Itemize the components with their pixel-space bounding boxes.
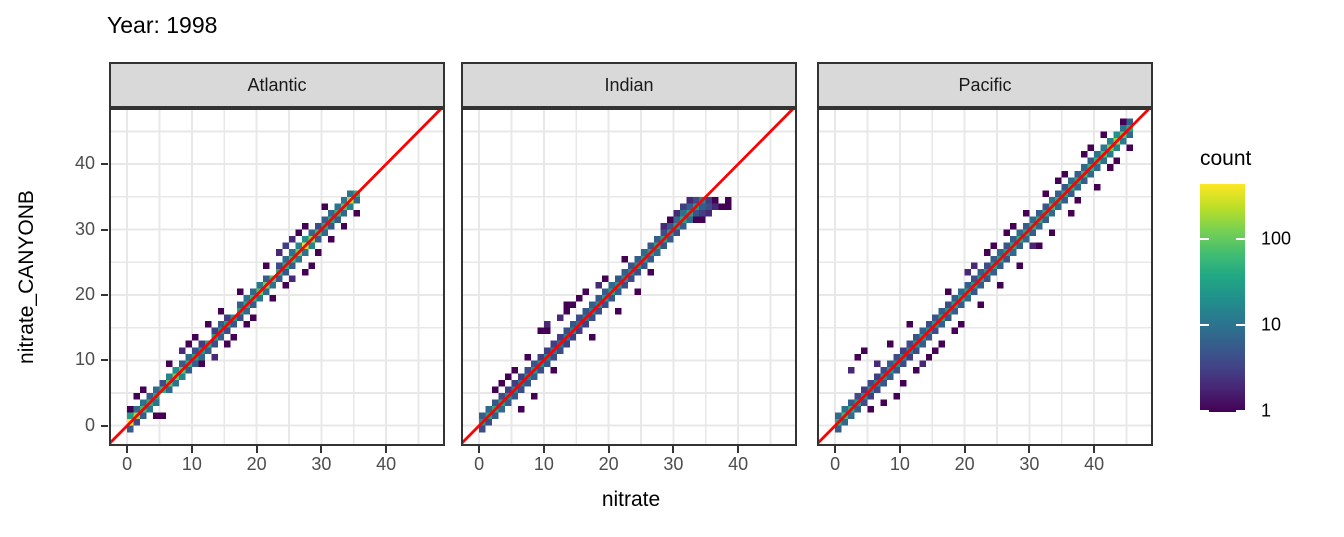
x-axis-tick-label: 30: [1019, 454, 1040, 474]
legend-tick-mark: [1236, 237, 1245, 240]
x-axis-title: nitrate: [601, 488, 661, 511]
y-tick-mark: [101, 359, 108, 362]
facet-strip-label: Indian: [604, 74, 654, 95]
x-axis-tick-label: 40: [1084, 454, 1105, 474]
legend-tick-mark: [1236, 410, 1245, 412]
x-tick-mark: [607, 446, 610, 453]
x-tick-mark: [1028, 446, 1031, 453]
x-tick-mark: [385, 446, 388, 453]
y-axis-title: nitrate_CANYONB: [15, 190, 38, 364]
x-axis-tick-label: 20: [954, 454, 975, 474]
facet-strip-atlantic: Atlantic: [109, 62, 445, 108]
x-tick-mark: [190, 446, 193, 453]
y-axis-tick-label: 40: [74, 153, 95, 174]
x-tick-mark: [542, 446, 545, 453]
x-tick-mark: [320, 446, 323, 453]
y-tick-mark: [101, 424, 108, 427]
y-axis-tick-label: 0: [84, 414, 95, 435]
facet-strip-indian: Indian: [461, 62, 797, 108]
legend-tick-label: 100: [1261, 228, 1292, 249]
legend-tick-label: 1: [1261, 400, 1272, 421]
y-axis-tick-label: 30: [74, 218, 95, 239]
facet-strip-pacific: Pacific: [817, 62, 1153, 108]
x-tick-mark: [834, 446, 837, 453]
x-axis-tick-label: 10: [533, 454, 554, 474]
x-axis-tick-label: 20: [246, 454, 267, 474]
x-axis-tick-label: 30: [663, 454, 684, 474]
x-tick-mark: [478, 446, 481, 453]
legend-tick-label: 10: [1261, 314, 1282, 335]
legend-tick-mark: [1236, 324, 1245, 327]
x-tick-mark: [963, 446, 966, 453]
x-tick-mark: [737, 446, 740, 453]
y-axis-tick-label: 20: [74, 283, 95, 304]
legend-count: count 1 10 100: [1200, 147, 1330, 421]
legend-tick-mark: [1200, 410, 1209, 412]
facet-strip-label: Atlantic: [247, 74, 307, 95]
x-axis-tick-label: 30: [311, 454, 332, 474]
facet-strip-label: Pacific: [958, 74, 1012, 95]
x-axis-tick-label: 40: [728, 454, 749, 474]
y-axis-tick-label: 10: [74, 349, 95, 370]
panel-canvas-indian: [461, 108, 797, 446]
x-axis-tick-label: 40: [376, 454, 397, 474]
x-tick-mark: [255, 446, 258, 453]
legend-title: count: [1200, 147, 1252, 170]
y-tick-mark: [101, 163, 108, 166]
x-axis-tick-label: 0: [122, 454, 133, 474]
x-axis-tick-label: 10: [181, 454, 202, 474]
x-axis-tick-label: 0: [474, 454, 485, 474]
x-tick-mark: [898, 446, 901, 453]
legend-tick-mark: [1200, 324, 1209, 327]
facet-panel-indian: Indian 0 10 20 30 40: [461, 62, 797, 474]
legend-colorbar: 1 10 100: [1200, 184, 1291, 421]
x-tick-mark: [672, 446, 675, 453]
panel-canvas-atlantic: [109, 108, 445, 446]
y-tick-mark: [101, 293, 108, 296]
facet-panel-pacific: Pacific 0 10 20 30 40: [817, 62, 1153, 474]
panel-canvas-pacific: [817, 108, 1153, 446]
legend-tick-mark: [1200, 237, 1209, 240]
x-tick-mark: [126, 446, 129, 453]
x-axis-tick-label: 0: [830, 454, 841, 474]
x-axis-tick-label: 10: [889, 454, 910, 474]
chart-title: Year: 1998: [107, 12, 218, 38]
x-tick-mark: [1093, 446, 1096, 453]
y-tick-mark: [101, 228, 108, 231]
facet-panel-atlantic: Atlantic 0 10 20 30 40: [109, 62, 445, 474]
x-axis-tick-label: 20: [598, 454, 619, 474]
